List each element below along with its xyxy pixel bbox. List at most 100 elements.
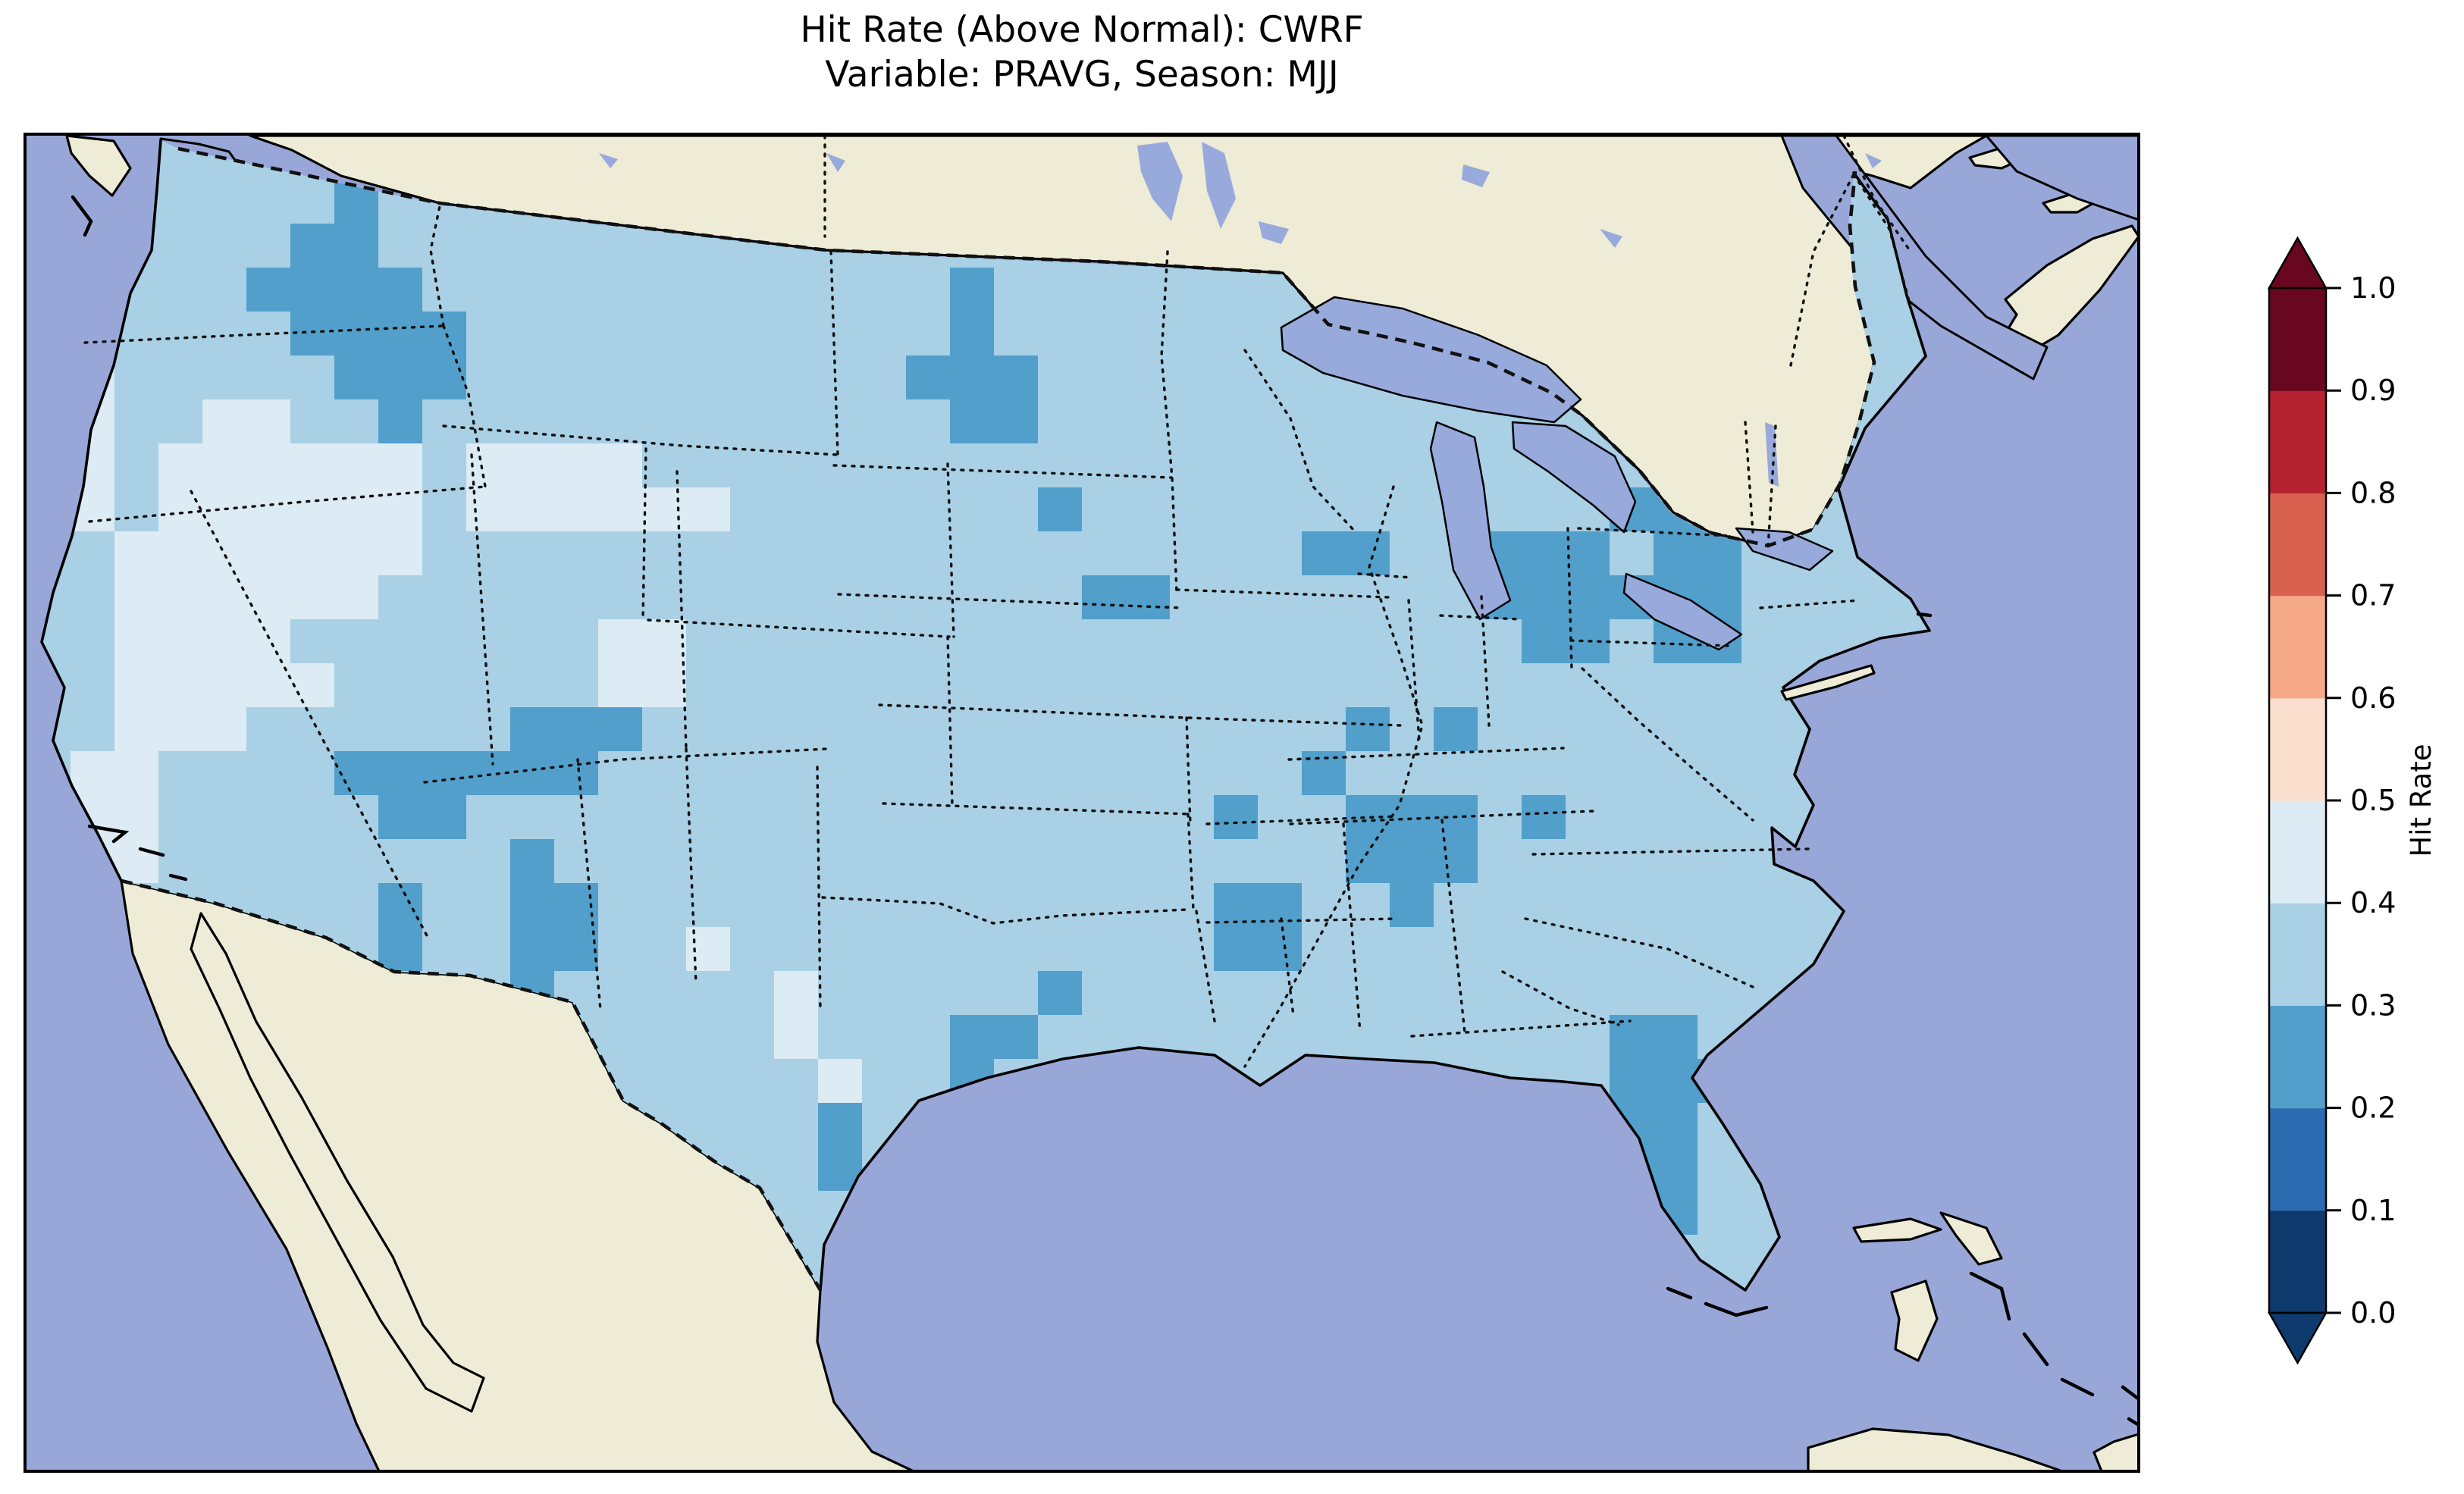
hit-rate-cell: [466, 751, 510, 795]
hit-rate-cell: [950, 355, 994, 399]
small-lake-2: [599, 153, 618, 168]
hit-rate-cell: [950, 399, 994, 443]
state-border: [1243, 349, 1357, 534]
hit-rate-cell: [598, 663, 642, 707]
colorbar-tick-label: 0.1: [2350, 1194, 2396, 1227]
hispaniola-corner: [2093, 1433, 2139, 1471]
state-border: [1407, 599, 1421, 742]
small-island: [138, 847, 165, 857]
hit-rate-cell: [334, 487, 378, 531]
hit-rate-cell: [598, 707, 642, 751]
hit-rate-cell: [71, 751, 114, 795]
small-lake-3: [1600, 229, 1622, 248]
hit-rate-cell: [1522, 575, 1566, 619]
hit-rate-cell: [554, 707, 598, 751]
grand-bahama: [1852, 1217, 1942, 1243]
us-region: [42, 140, 1930, 1290]
hit-rate-cell: [554, 487, 598, 531]
state-border: [829, 250, 839, 456]
state-border: [1480, 595, 1491, 727]
hit-rate-cell: [1302, 531, 1346, 575]
hit-rate-cell: [950, 1015, 994, 1059]
colorbar-tick-label: 0.7: [2350, 579, 2396, 612]
hit-rate-cell: [906, 355, 950, 399]
hit-rate-cell: [378, 531, 422, 575]
hit-rate-cell: [202, 399, 246, 443]
hit-rate-cell: [1522, 531, 1566, 575]
hit-rate-cell: [1126, 575, 1170, 619]
hit-rate-cell: [1434, 839, 1478, 883]
state-border: [1187, 813, 1195, 911]
country-border: [177, 146, 1876, 548]
lake-erie: [1622, 572, 1743, 651]
hit-rate-cell: [202, 443, 246, 487]
hit-rate-cell: [158, 443, 202, 487]
hit-rate-cell: [950, 268, 994, 312]
state-border: [816, 766, 822, 1011]
andros: [1890, 1279, 1939, 1362]
hit-rate-cell: [1654, 1103, 1698, 1147]
mexico-land: [120, 879, 915, 1471]
small-island: [1916, 612, 1933, 618]
hit-rate-cell: [114, 619, 158, 663]
hit-rate-cell: [510, 839, 554, 883]
hit-rate-cell: [422, 795, 466, 839]
hit-rate-cell: [1654, 1059, 1698, 1103]
hit-rate-cell: [686, 927, 730, 971]
hit-rate-cell: [378, 883, 422, 927]
colorbar-segment: [2269, 800, 2326, 904]
state-border: [1205, 815, 1398, 825]
lake-michigan: [1429, 421, 1512, 621]
hit-rate-cell: [334, 224, 378, 268]
lake-ontario: [1735, 527, 1834, 572]
hit-rate-cell: [158, 487, 202, 531]
hit-rate-cell: [246, 531, 290, 575]
hit-rate-cell: [158, 575, 202, 619]
colorbar-tick-label: 0.4: [2350, 886, 2396, 919]
state-border: [190, 490, 430, 940]
hit-rate-cell: [1346, 531, 1390, 575]
hit-rate-cell: [334, 268, 378, 312]
state-border: [1205, 917, 1398, 924]
hit-rate-cell: [1522, 619, 1566, 663]
hit-rate-cell: [1654, 1015, 1698, 1059]
hit-rate-cell: [290, 312, 334, 355]
small-island: [1704, 1301, 1769, 1317]
state-border: [1342, 822, 1362, 1034]
small-island: [2127, 1417, 2139, 1427]
colorbar-tick-label: 0.8: [2350, 476, 2396, 509]
lake-winnipeg: [1137, 142, 1183, 221]
lake-huron: [1511, 421, 1637, 534]
state-border: [1280, 917, 1295, 1017]
hit-rate-cell: [246, 443, 290, 487]
hit-rate-cell: [642, 619, 686, 663]
hit-rate-cell: [114, 531, 158, 575]
small-island: [168, 873, 188, 882]
colorbar-tick-label: 1.0: [2350, 271, 2396, 305]
title-line-1: Hit Rate (Above Normal): CWRF: [800, 9, 1364, 51]
state-border: [1287, 747, 1565, 761]
hit-rate-cell: [510, 927, 554, 971]
hit-rate-cell: [290, 575, 334, 619]
colorbar-under-arrow: [2267, 1311, 2328, 1365]
hit-rate-cell: [1214, 795, 1258, 839]
hit-rate-cell: [994, 399, 1038, 443]
hit-rate-cell: [510, 443, 554, 487]
hit-rate-cell: [334, 531, 378, 575]
hit-rate-cell: [378, 795, 422, 839]
state-border: [821, 896, 1188, 925]
state-border: [1187, 716, 1402, 727]
state-border: [946, 462, 955, 638]
colorbar-segment: [2269, 595, 2326, 699]
state-border: [837, 593, 1184, 609]
state-border: [88, 485, 487, 523]
state-border: [1501, 970, 1620, 1026]
hit-rate-cell: [158, 663, 202, 707]
state-border: [1440, 819, 1466, 1034]
hit-rate-cell: [290, 487, 334, 531]
hit-rate-cell: [378, 268, 422, 312]
state-border: [882, 802, 1192, 816]
hit-rate-cell: [246, 268, 290, 312]
